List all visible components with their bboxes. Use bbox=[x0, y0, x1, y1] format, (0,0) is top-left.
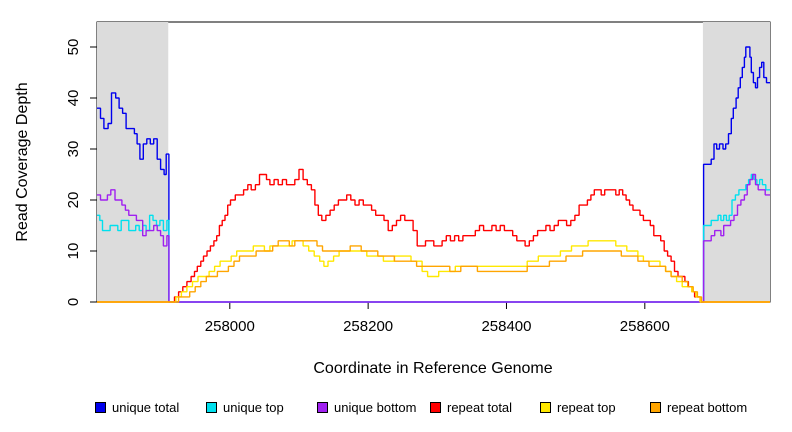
legend-label-unique-bottom: unique bottom bbox=[334, 400, 417, 415]
x-tick-label: 258000 bbox=[205, 318, 255, 335]
legend-item-unique-bottom: unique bottom bbox=[317, 400, 416, 415]
legend-label-repeat-total: repeat total bbox=[447, 400, 513, 415]
legend-label-unique-total: unique total bbox=[112, 400, 180, 415]
y-tick-label: 30 bbox=[65, 141, 82, 158]
legend-label-unique-top: unique top bbox=[223, 400, 284, 415]
legend-swatch-unique-total bbox=[95, 402, 106, 413]
legend-label-repeat-top: repeat top bbox=[557, 400, 616, 415]
series-line-repeat-top bbox=[97, 240, 770, 303]
x-axis-title: Coordinate in Reference Genome bbox=[313, 360, 552, 377]
legend-item-repeat-bottom: repeat bottom bbox=[650, 400, 747, 415]
series-line-unique-top bbox=[97, 173, 770, 303]
series-line-unique-total bbox=[97, 46, 770, 303]
y-tick-label: 0 bbox=[65, 298, 82, 306]
legend-swatch-repeat-bottom bbox=[650, 402, 661, 413]
legend-swatch-unique-top bbox=[206, 402, 217, 413]
series-line-repeat-bottom bbox=[97, 240, 770, 303]
y-axis-title: Read Coverage Depth bbox=[14, 82, 31, 241]
y-tick-label: 50 bbox=[65, 39, 82, 56]
legend-item-unique-top: unique top bbox=[206, 400, 284, 415]
legend-item-unique-total: unique total bbox=[95, 400, 179, 415]
legend-item-repeat-top: repeat top bbox=[540, 400, 616, 415]
series-line-unique-bottom bbox=[97, 173, 770, 303]
legend-item-repeat-total: repeat total bbox=[430, 400, 512, 415]
legend-swatch-repeat-total bbox=[430, 402, 441, 413]
legend-label-repeat-bottom: repeat bottom bbox=[667, 400, 748, 415]
masked-region-left bbox=[97, 22, 169, 302]
x-tick-label: 258200 bbox=[343, 318, 393, 335]
plot-box bbox=[96, 21, 771, 303]
masked-region-right bbox=[702, 22, 770, 302]
y-tick-label: 10 bbox=[65, 243, 82, 260]
y-tick-label: 40 bbox=[65, 90, 82, 107]
series-line-repeat-total bbox=[97, 168, 770, 303]
y-tick-label: 20 bbox=[65, 192, 82, 209]
legend-swatch-unique-bottom bbox=[317, 402, 328, 413]
legend-swatch-repeat-top bbox=[540, 402, 551, 413]
x-tick-label: 258600 bbox=[620, 318, 670, 335]
x-tick-label: 258400 bbox=[481, 318, 531, 335]
